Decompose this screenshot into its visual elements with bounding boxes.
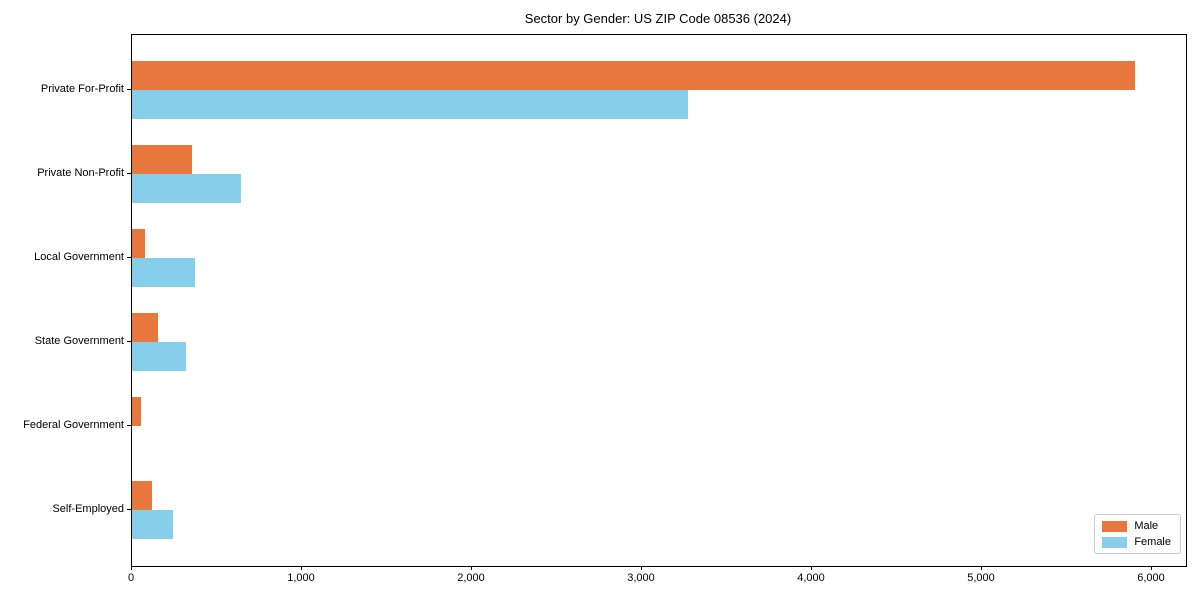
x-axis-label: 0	[127, 572, 135, 584]
legend-label-male: Male	[1134, 520, 1159, 532]
bar-group	[132, 481, 1186, 539]
bar-male	[132, 145, 192, 174]
x-axis-tick	[811, 566, 812, 570]
bar-female	[132, 90, 688, 119]
x-axis-tick	[641, 566, 642, 570]
bar-group	[132, 313, 1186, 371]
bar-male	[132, 481, 152, 510]
x-axis-tick	[981, 566, 982, 570]
bar-female	[132, 258, 195, 287]
bar-female	[132, 342, 187, 371]
legend-swatch-female-icon	[1102, 536, 1128, 548]
y-axis-label: Private For-Profit	[40, 83, 124, 95]
legend-entry-female: Female	[1102, 536, 1171, 548]
y-axis-tick	[127, 425, 131, 426]
legend-swatch-male-icon	[1102, 520, 1128, 532]
bar-group	[132, 145, 1186, 203]
y-axis-label: Self-Employed	[52, 503, 124, 515]
bar-male	[132, 61, 1135, 90]
legend-entry-male: Male	[1102, 520, 1171, 532]
x-axis-label: 3,000	[627, 572, 655, 584]
x-axis-tick	[471, 566, 472, 570]
bar-male	[132, 397, 142, 426]
bar-group	[132, 61, 1186, 119]
bar-female	[132, 510, 173, 539]
x-axis-label: 6,000	[1137, 572, 1165, 584]
y-axis-label: Local Government	[34, 251, 124, 263]
plot-area: Male Female	[131, 34, 1187, 567]
legend-label-female: Female	[1134, 536, 1171, 548]
x-axis-label: 2,000	[457, 572, 485, 584]
x-axis-label: 5,000	[967, 572, 995, 584]
y-axis-tick	[127, 257, 131, 258]
legend: Male Female	[1094, 514, 1181, 554]
bar-group	[132, 229, 1186, 287]
bar-male	[132, 229, 145, 258]
bar-male	[132, 313, 159, 342]
y-axis-label: State Government	[34, 335, 124, 347]
x-axis-tick	[301, 566, 302, 570]
bar-female	[132, 174, 241, 203]
x-axis-label: 4,000	[797, 572, 825, 584]
x-axis-tick	[1151, 566, 1152, 570]
y-axis-label: Federal Government	[23, 419, 124, 431]
x-axis-label: 1,000	[287, 572, 315, 584]
y-axis-tick	[127, 509, 131, 510]
chart-title: Sector by Gender: US ZIP Code 08536 (202…	[524, 11, 792, 26]
y-axis-tick	[127, 173, 131, 174]
y-axis-label: Private Non-Profit	[37, 167, 124, 179]
bar-group	[132, 397, 1186, 455]
y-axis-tick	[127, 89, 131, 90]
x-axis-tick	[131, 566, 132, 570]
y-axis-tick	[127, 341, 131, 342]
